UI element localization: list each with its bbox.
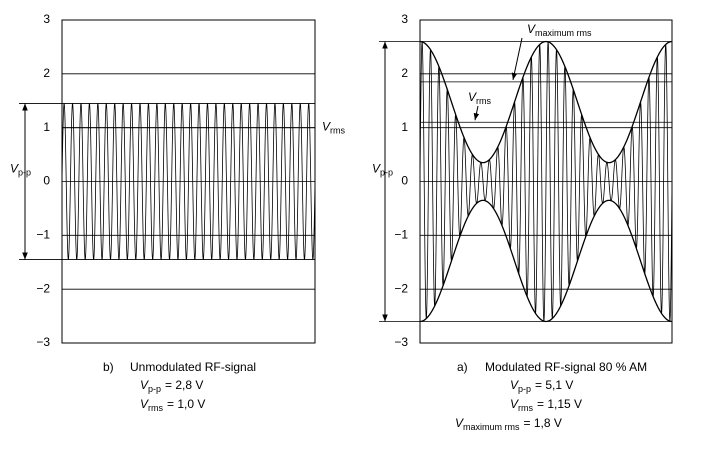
formula: Vmaximum rms = 1,8 V bbox=[455, 416, 562, 432]
peak-to-peak-label: Vp-p bbox=[372, 162, 393, 178]
formula-symbol: V bbox=[510, 378, 519, 392]
annotation-label: Vmaximum rms bbox=[527, 22, 592, 38]
peak-to-peak-label-symbol: V bbox=[372, 162, 381, 176]
y-tick-label: −3 bbox=[394, 335, 408, 349]
y-tick-label: 1 bbox=[43, 120, 50, 134]
carrier-waveform bbox=[419, 41, 673, 322]
formula-text: = 5,1 V bbox=[535, 378, 573, 392]
annotation-label-sub: rms bbox=[330, 126, 345, 136]
formula-sub: p-p bbox=[518, 384, 531, 394]
y-tick-label: −3 bbox=[36, 335, 50, 349]
peak-to-peak-label-symbol: V bbox=[10, 162, 19, 176]
caption-label: a) bbox=[457, 360, 468, 374]
y-tick-label: 2 bbox=[401, 66, 408, 80]
formula-symbol: V bbox=[455, 416, 464, 430]
annotation-label-sub: maximum rms bbox=[535, 28, 592, 38]
y-tick-label: −1 bbox=[394, 228, 408, 242]
formula-text: = 1,0 V bbox=[167, 397, 205, 411]
formula-text: = 1,8 V bbox=[524, 416, 562, 430]
carrier-waveform bbox=[61, 103, 316, 260]
formula: Vp-p = 2,8 V bbox=[140, 378, 203, 394]
annotation-label-symbol: V bbox=[322, 120, 331, 134]
y-tick-label: −2 bbox=[394, 281, 408, 295]
annotation-label-symbol: V bbox=[527, 22, 536, 36]
formula-symbol: V bbox=[140, 378, 149, 392]
annotation-label: Vrms bbox=[322, 120, 346, 136]
y-tick-label: 0 bbox=[401, 174, 408, 188]
y-tick-label: −1 bbox=[36, 228, 50, 242]
y-tick-label: 2 bbox=[43, 66, 50, 80]
annotation-label-symbol: V bbox=[468, 90, 477, 104]
caption: Modulated RF-signal 80 % AM bbox=[485, 360, 647, 374]
formula-text: = 1,15 V bbox=[537, 397, 582, 411]
formula-sub: p-p bbox=[148, 384, 161, 394]
formula: Vrms = 1,15 V bbox=[510, 397, 582, 413]
annotation-label: Vrms bbox=[468, 90, 492, 106]
annotation-arrow bbox=[511, 37, 523, 81]
formula-symbol: V bbox=[140, 397, 149, 411]
formula-symbol: V bbox=[510, 397, 519, 411]
peak-to-peak-label-sub: p-p bbox=[18, 168, 31, 178]
formula-sub: rms bbox=[518, 403, 533, 413]
caption: Unmodulated RF-signal bbox=[130, 360, 256, 374]
y-tick-label: 1 bbox=[401, 120, 408, 134]
annotation-arrow bbox=[473, 105, 480, 121]
y-tick-label: 3 bbox=[43, 12, 50, 26]
y-tick-label: 3 bbox=[401, 12, 408, 26]
formula-text: = 2,8 V bbox=[165, 378, 203, 392]
peak-to-peak-label: Vp-p bbox=[10, 162, 31, 178]
formula-sub: rms bbox=[148, 403, 163, 413]
annotation-label-sub: rms bbox=[476, 96, 491, 106]
y-tick-label: −2 bbox=[36, 281, 50, 295]
formula-sub: maximum rms bbox=[463, 422, 520, 432]
caption-label: b) bbox=[103, 360, 114, 374]
formula: Vp-p = 5,1 V bbox=[510, 378, 573, 394]
peak-to-peak-label-sub: p-p bbox=[380, 168, 393, 178]
formula: Vrms = 1,0 V bbox=[140, 397, 205, 413]
y-tick-label: 0 bbox=[43, 174, 50, 188]
